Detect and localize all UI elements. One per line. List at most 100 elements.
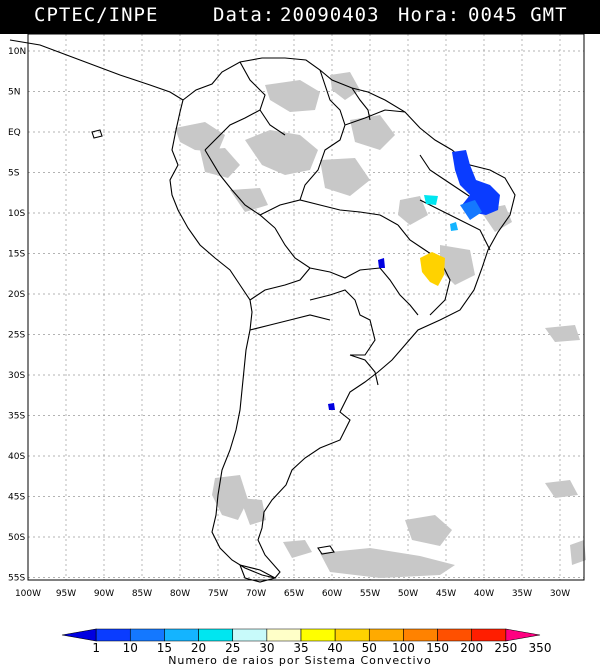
cloud-patch [545, 325, 580, 342]
lon-tick-label: 35W [512, 589, 532, 599]
legend-swatch [437, 628, 473, 642]
border [349, 354, 379, 386]
lat-lon-grid [27, 34, 584, 580]
legend-swatch [368, 628, 404, 642]
color-legend: 1 10 15 20 25 30 35 40 50 100 150 200 250 350 [61, 628, 552, 655]
lat-tick-label: 15S [8, 250, 25, 260]
border [249, 267, 311, 301]
legend-value: 250 [494, 641, 517, 655]
title-bar: CPTEC/INPE Data: 20090403 Hora: 0045 GMT [0, 0, 600, 34]
lon-tick-label: 75W [208, 589, 228, 599]
border [419, 199, 491, 251]
legend-swatch [403, 628, 438, 642]
legend-swatch [198, 628, 234, 642]
border [204, 61, 266, 151]
legend-value: 15 [157, 641, 172, 655]
legend-value: 30 [259, 641, 274, 655]
lat-tick-label: 10N [8, 47, 26, 57]
cloud-patch [283, 540, 312, 558]
legend-value: 100 [392, 641, 415, 655]
central-america [9, 39, 184, 101]
cloud-patch [350, 115, 395, 150]
cloud-patch [320, 158, 370, 196]
legend-value: 1 [92, 641, 100, 655]
lon-tick-label: 65W [284, 589, 304, 599]
lat-tick-label: 55S [8, 574, 25, 584]
lon-tick-label: 45W [436, 589, 456, 599]
falklands [317, 545, 335, 555]
cloud-patch [212, 475, 248, 520]
lightning-cell [424, 195, 438, 205]
legend-swatch [164, 628, 199, 642]
time-value: 0045 GMT [468, 4, 568, 26]
border [379, 267, 419, 316]
legend-swatch [334, 628, 370, 642]
legend-swatch [95, 628, 131, 642]
cloud-patch [230, 188, 268, 212]
border [274, 227, 381, 279]
cloud-patch [330, 72, 360, 100]
legend-caption: Numero de raios por Sistema Convectivo [168, 654, 432, 667]
lat-tick-label: 30S [8, 371, 25, 381]
cloud-patch [405, 515, 452, 546]
legend-value: 40 [328, 641, 343, 655]
legend-value: 35 [293, 641, 308, 655]
cloud-patch [545, 480, 578, 498]
cloud-patch [240, 498, 266, 525]
lon-tick-label: 50W [398, 589, 418, 599]
lat-tick-label: 5N [8, 88, 20, 98]
legend-value: 200 [460, 641, 483, 655]
lat-tick-label: 35S [8, 412, 25, 422]
cloud-patch [175, 122, 225, 152]
map-frame [27, 33, 585, 581]
lat-tick-label: 20S [8, 290, 25, 300]
lightning-cell [452, 150, 500, 215]
legend-swatch [300, 628, 336, 642]
border [204, 149, 276, 229]
legend-value: 20 [191, 641, 206, 655]
lon-tick-label: 95W [56, 589, 76, 599]
lon-tick-label: 90W [94, 589, 114, 599]
lon-tick-label: 55W [360, 589, 380, 599]
lat-tick-label: 40S [8, 452, 25, 462]
legend-value: 150 [426, 641, 449, 655]
border [299, 109, 406, 201]
border [309, 289, 376, 356]
legend-swatch [266, 628, 302, 642]
legend-value: 50 [362, 641, 377, 655]
border [319, 69, 346, 126]
lon-tick-label: 85W [132, 589, 152, 599]
lightning-cell [328, 403, 335, 410]
lat-tick-label: 25S [8, 331, 25, 341]
cloud-patch [245, 130, 318, 175]
border [351, 87, 371, 121]
cloud-patch [265, 80, 320, 112]
lat-tick-label: 50S [8, 533, 25, 543]
lon-tick-label: 80W [170, 589, 190, 599]
date-label: Data: [213, 4, 276, 26]
lon-tick-label: 30W [550, 589, 570, 599]
legend-swatch [232, 628, 268, 642]
border [249, 314, 331, 331]
lightning-cell [378, 258, 385, 268]
border [259, 109, 286, 136]
legend-value: 10 [123, 641, 138, 655]
lat-tick-label: EQ [8, 128, 21, 138]
legend-value: 25 [225, 641, 240, 655]
date-value: 20090403 [280, 4, 380, 26]
island [91, 129, 103, 139]
legend-value: 350 [529, 641, 552, 655]
time-label: Hora: [398, 4, 461, 26]
lat-tick-label: 5S [8, 169, 20, 179]
lon-tick-label: 70W [246, 589, 266, 599]
cloud-patch [570, 540, 586, 565]
lat-tick-label: 45S [8, 493, 25, 503]
legend-swatch [129, 628, 165, 642]
lon-tick-label: 100W [15, 589, 41, 599]
cloud-patch [200, 148, 240, 178]
legend-swatch [505, 628, 541, 642]
source-label: CPTEC/INPE [34, 4, 159, 26]
lat-tick-label: 10S [8, 209, 25, 219]
cloud-patch [398, 196, 428, 225]
